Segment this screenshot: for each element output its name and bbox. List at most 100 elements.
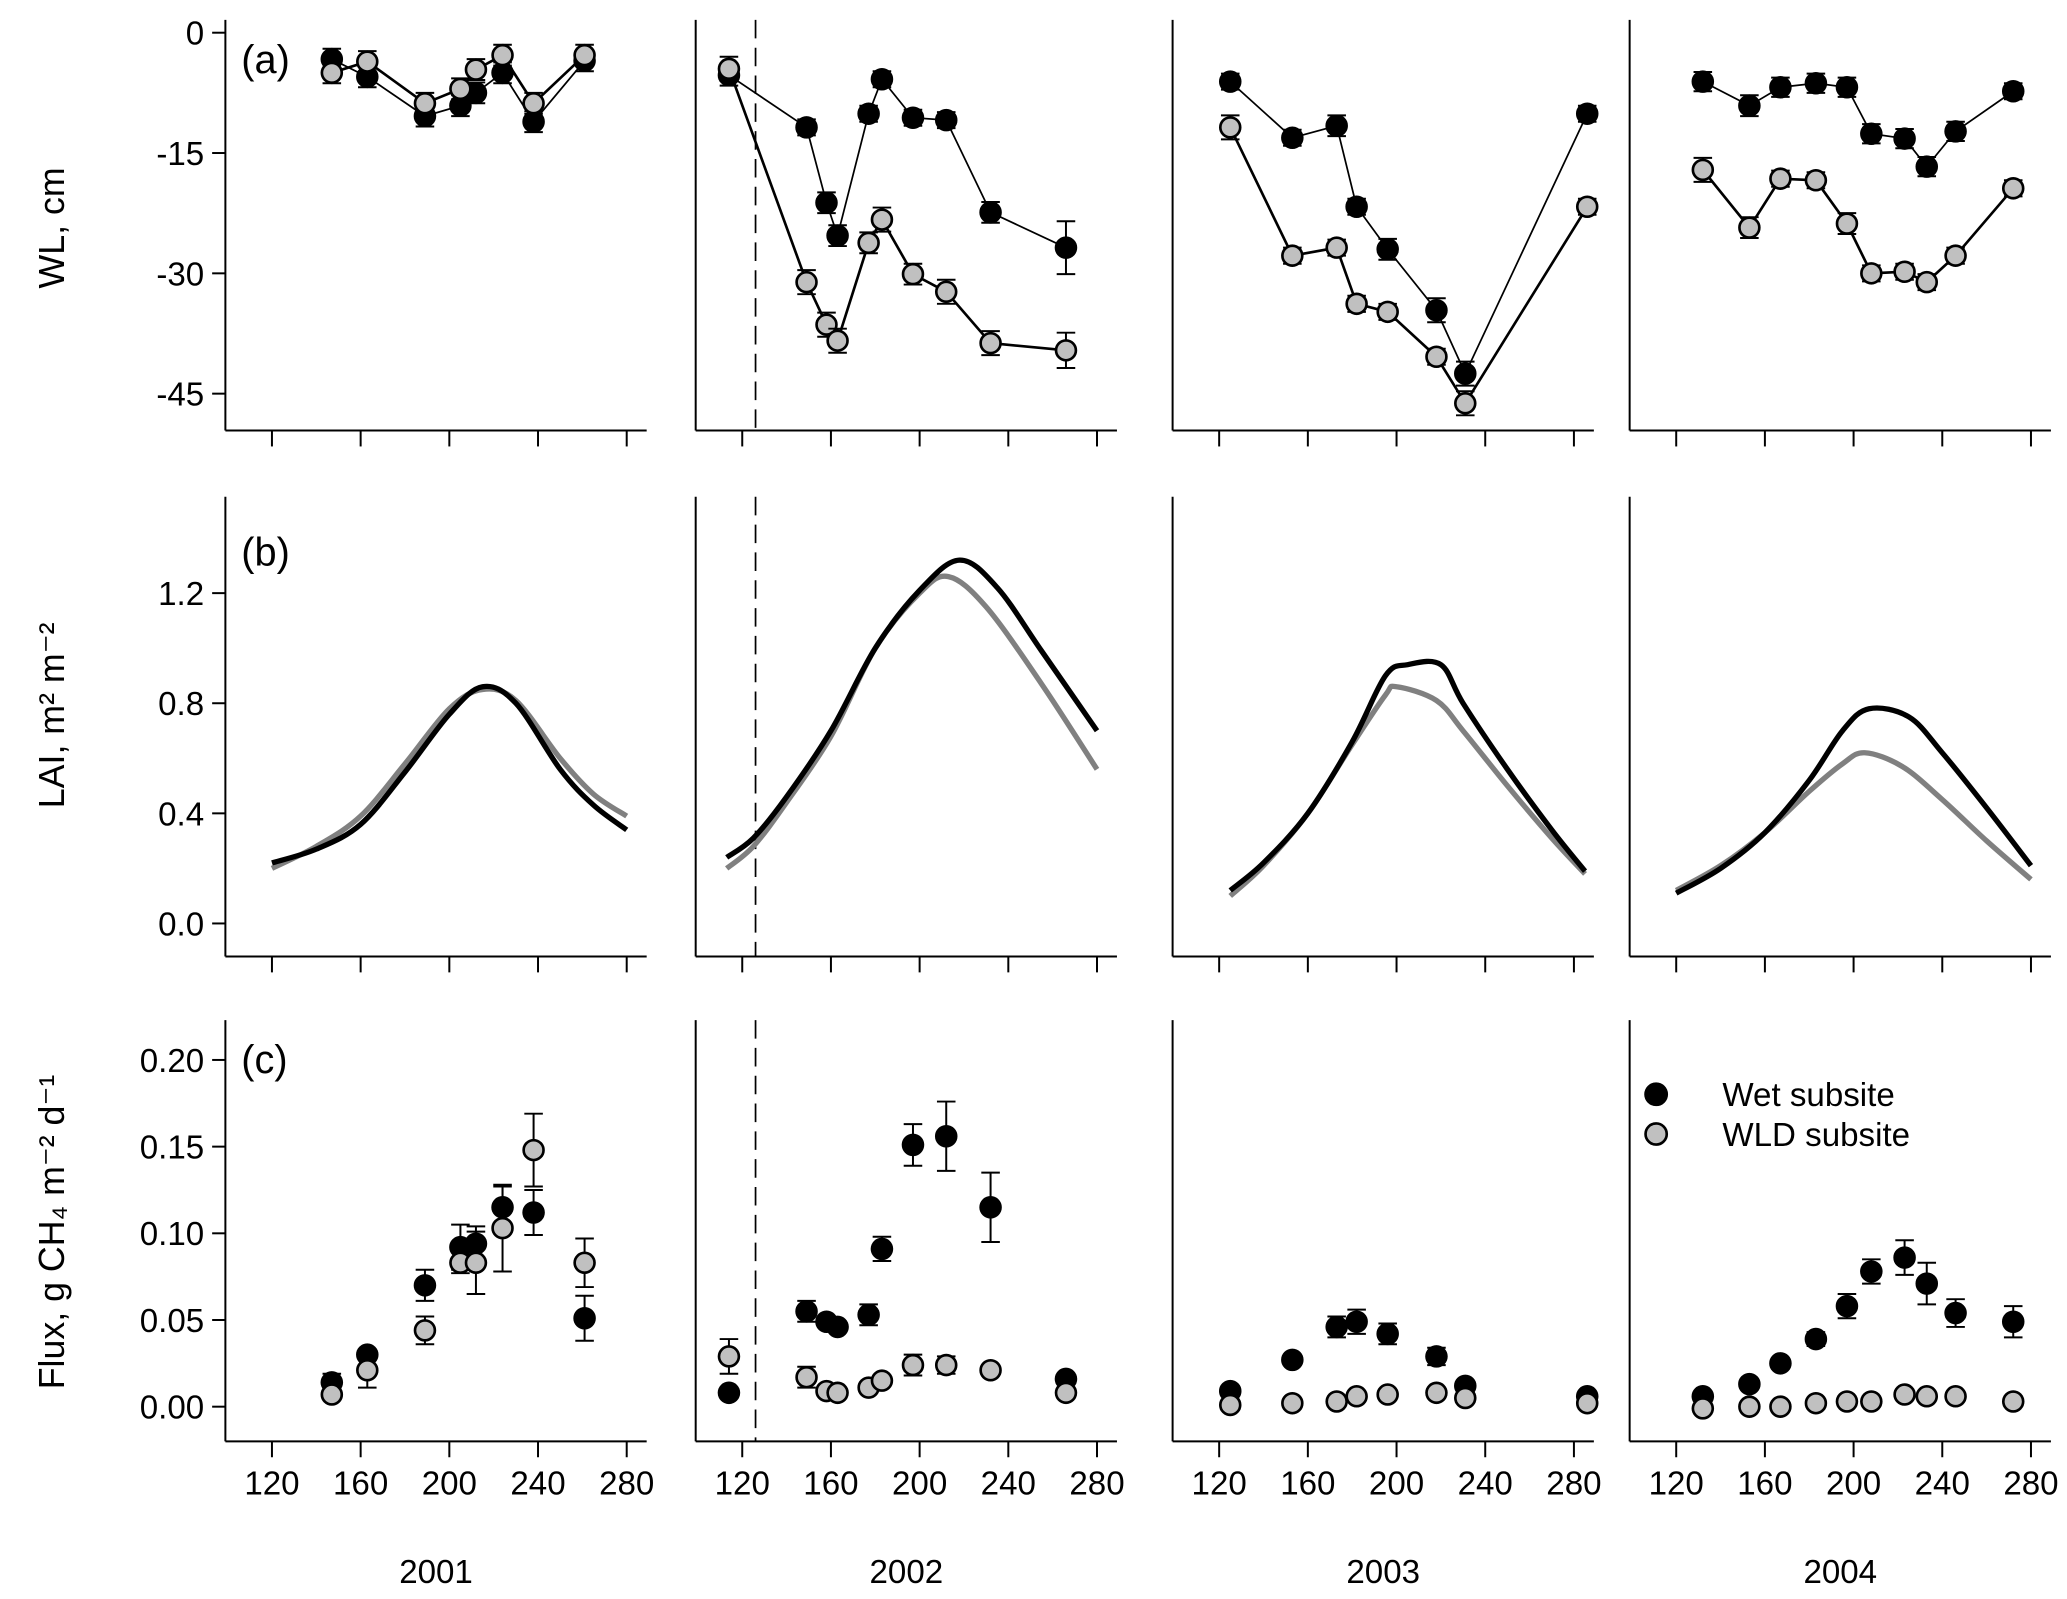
- lai-line-wld: [1674, 750, 2033, 893]
- data-point-wet: [1769, 75, 1792, 99]
- data-point-wld: [1893, 260, 1916, 283]
- data-point-wld: [1575, 1391, 1599, 1415]
- panel-a-2001: 0 -15 -30 -45: [156, 16, 647, 447]
- y-tick-label: -30: [156, 256, 204, 293]
- data-point-wld: [1054, 1381, 1078, 1405]
- legend-wld-label: WLD subsite: [1722, 1117, 1910, 1154]
- data-point-wet: [2001, 1310, 2025, 1333]
- data-point-wet: [1325, 1315, 1348, 1339]
- lai-line-wet: [1228, 658, 1588, 893]
- y-tick-label: 0: [186, 16, 204, 53]
- data-point-wet: [1915, 1272, 1939, 1295]
- y-tick-label: 1.2: [158, 576, 204, 613]
- data-point-wld: [356, 1359, 379, 1382]
- data-point-wld: [522, 1138, 545, 1162]
- legend-wet-marker: [1644, 1082, 1669, 1107]
- panel-c-2004: 120 160 200 240 280 2004: [1628, 1020, 2059, 1591]
- data-point-wet: [522, 1201, 545, 1224]
- panel-b-2002: [694, 496, 1117, 973]
- panel-c-2001: 120 160 200 240 280 2001 0.00 0.05 0.10 0.15 0.20: [140, 1020, 654, 1591]
- panel-label-a: (a): [241, 38, 290, 82]
- data-point-wld: [573, 1251, 596, 1275]
- x-tick-label: 240: [1458, 1465, 1513, 1502]
- panel-b-2001: 0.0 0.4 0.8 1.2: [158, 496, 647, 973]
- data-point-wld: [934, 280, 958, 304]
- data-point-wld: [1860, 1390, 1883, 1413]
- data-point-wld: [1054, 339, 1078, 362]
- data-point-wet: [1425, 298, 1448, 322]
- data-point-wld: [1325, 236, 1348, 259]
- data-point-wld: [1454, 392, 1477, 415]
- data-point-wet: [1860, 1260, 1883, 1283]
- data-point-wld: [449, 77, 472, 101]
- data-point-wld: [1281, 1391, 1304, 1415]
- data-point-wet: [1915, 155, 1939, 178]
- data-point-wet: [522, 110, 545, 133]
- data-point-wet: [1575, 102, 1599, 125]
- data-point-wld: [1325, 1390, 1348, 1413]
- data-point-wet: [1835, 1294, 1859, 1318]
- data-point-wet: [1691, 70, 1715, 93]
- data-point-wet: [1804, 1327, 1828, 1351]
- data-point-wet: [1893, 1246, 1916, 1269]
- data-point-wet: [1944, 1301, 1967, 1325]
- data-point-wld: [979, 1359, 1002, 1382]
- x-tick-label: 280: [1069, 1465, 1124, 1502]
- data-point-wet: [717, 1381, 741, 1405]
- data-point-wld: [1860, 262, 1883, 285]
- data-point-wld: [1345, 1385, 1368, 1408]
- data-point-wld: [1691, 158, 1715, 182]
- ylabel-flux: Flux, g CH₄ m⁻² d⁻¹: [32, 1075, 72, 1390]
- data-point-wld: [1376, 300, 1399, 324]
- data-point-wld: [464, 1251, 488, 1275]
- data-point-wld: [1376, 1383, 1399, 1406]
- data-point-wet: [1345, 1310, 1368, 1333]
- data-point-wld: [1425, 1381, 1448, 1405]
- data-point-wet: [1804, 71, 1828, 95]
- lai-line-wet: [271, 683, 629, 866]
- y-tick-label: 0.4: [158, 796, 204, 833]
- data-point-wld: [1218, 1393, 1242, 1417]
- x-tick-label: 200: [1826, 1465, 1881, 1502]
- data-point-wet: [1738, 1372, 1761, 1396]
- data-point-wld: [320, 61, 344, 85]
- year-label: 2003: [1346, 1554, 1420, 1591]
- data-point-wld: [356, 50, 379, 73]
- data-point-wld: [717, 57, 741, 81]
- data-point-wld: [1835, 1390, 1859, 1413]
- data-point-wet: [815, 191, 838, 215]
- data-point-wld: [1915, 270, 1939, 294]
- ylabel-lai: LAI, m² m⁻²: [32, 622, 72, 808]
- data-point-wld: [795, 270, 818, 294]
- data-point-wet: [1376, 1322, 1399, 1346]
- y-tick-label: 0.05: [140, 1303, 204, 1340]
- data-point-wet: [2001, 79, 2025, 103]
- x-tick-label: 240: [981, 1465, 1036, 1502]
- data-point-wld: [1281, 244, 1304, 267]
- series-line-wld: [727, 68, 1067, 352]
- series-line-wld: [1229, 126, 1589, 406]
- data-point-wet: [573, 1307, 596, 1330]
- panel-a-2004: [1628, 19, 2051, 447]
- data-point-wet: [857, 102, 880, 125]
- x-tick-label: 120: [715, 1465, 770, 1502]
- data-point-wet: [1425, 1345, 1448, 1368]
- data-point-wet: [1325, 114, 1348, 138]
- data-point-wld: [870, 1369, 894, 1392]
- data-point-wld: [826, 329, 849, 352]
- x-tick-label: 280: [2003, 1465, 2058, 1502]
- data-point-wet: [1376, 238, 1399, 261]
- data-point-wld: [901, 262, 925, 286]
- data-point-wld: [320, 1383, 344, 1406]
- data-point-wet: [1281, 126, 1304, 150]
- data-point-wld: [979, 331, 1002, 355]
- panel-b-2004: [1628, 496, 2051, 973]
- data-point-wld: [491, 1216, 514, 1240]
- series-line-wld: [1701, 169, 2015, 284]
- year-label: 2001: [399, 1554, 473, 1591]
- data-point-wet: [1769, 1352, 1792, 1375]
- data-point-wet: [826, 224, 849, 247]
- x-tick-label: 240: [510, 1465, 565, 1502]
- data-point-wld: [1944, 244, 1967, 267]
